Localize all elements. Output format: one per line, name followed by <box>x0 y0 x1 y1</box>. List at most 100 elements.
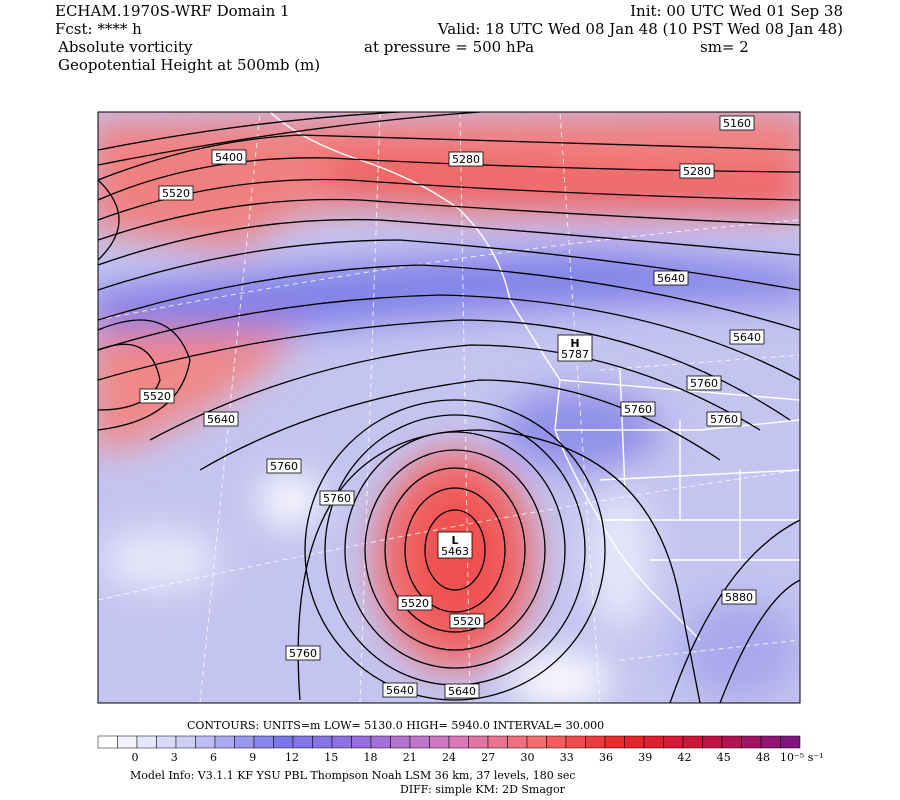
extremum-value: 5787 <box>561 348 589 361</box>
colorbar-swatch <box>234 735 255 749</box>
colorbar-swatch <box>429 735 450 749</box>
map-frame <box>97 111 801 704</box>
colorbar-swatch <box>351 735 372 749</box>
colorbar-swatch <box>487 735 508 749</box>
contour-info: CONTOURS: UNITS=m LOW= 5130.0 HIGH= 5940… <box>187 719 604 732</box>
contour-label-box <box>444 683 480 699</box>
contour-label-box <box>721 589 757 605</box>
contour-label: 5760 <box>323 492 351 505</box>
colorbar-label: 24 <box>442 751 456 764</box>
colorbar-swatch <box>175 735 196 749</box>
extremum-symbol: L <box>451 534 458 547</box>
title: ECHAM.1970S-WRF Domain 1 <box>55 2 290 20</box>
colorbar-swatch <box>273 735 294 749</box>
colorbar-swatch <box>448 735 469 749</box>
map <box>98 112 800 703</box>
contour-label: 5400 <box>215 151 243 164</box>
pressure: at pressure = 500 hPa <box>364 38 534 56</box>
colorbar-swatch <box>721 735 742 749</box>
contour-label-box <box>285 645 321 661</box>
contour-label: 5640 <box>448 685 476 698</box>
contour-label: 5760 <box>710 413 738 426</box>
contour-label-box <box>449 613 485 629</box>
colorbar-swatch <box>507 735 528 749</box>
contour-label-box <box>211 149 247 165</box>
extremum-symbol: H <box>570 337 579 350</box>
colorbar-label: 6 <box>210 751 217 764</box>
colorbar-swatch <box>409 735 430 749</box>
colorbar-label: 3 <box>171 751 178 764</box>
contour-label: 5880 <box>725 591 753 604</box>
colorbar-swatch <box>702 735 723 749</box>
colorbar-swatch <box>585 735 606 749</box>
contour-label-box <box>158 185 194 201</box>
contour-label-box <box>448 151 484 167</box>
contour-label-box <box>397 595 433 611</box>
colorbar-swatch <box>390 735 411 749</box>
colorbar-label: 30 <box>521 751 535 764</box>
contour-label-box <box>679 163 715 179</box>
colorbar-label: 39 <box>638 751 652 764</box>
init-time: Init: 00 UTC Wed 01 Sep 38 <box>630 2 843 20</box>
colorbar-swatch <box>292 735 313 749</box>
contour-label-box <box>706 411 742 427</box>
contour-label-box <box>686 375 722 391</box>
contour-label: 5520 <box>453 615 481 628</box>
colorbar-swatch <box>370 735 391 749</box>
colorbar-swatch <box>604 735 625 749</box>
contour-label: 5280 <box>452 153 480 166</box>
contour-label: 5520 <box>143 390 171 403</box>
smoothing: sm= 2 <box>700 38 749 56</box>
contour-label: 5520 <box>162 187 190 200</box>
colorbar-label: 12 <box>285 751 299 764</box>
colorbar-swatch <box>741 735 762 749</box>
colorbar-label: 15 <box>324 751 338 764</box>
colorbar-swatch <box>565 735 586 749</box>
contour-label: 5760 <box>624 403 652 416</box>
contour-label: 5640 <box>733 331 761 344</box>
field-name: Geopotential Height at 500mb (m) <box>58 56 320 74</box>
extremum-box <box>437 531 473 559</box>
contour-label-box <box>382 682 418 698</box>
colorbar-label: 18 <box>364 751 378 764</box>
colorbar-label: 27 <box>481 751 495 764</box>
contour-label-box <box>719 115 755 131</box>
contour-label: 5640 <box>386 684 414 697</box>
contour-label: 5760 <box>270 460 298 473</box>
diff-info: DIFF: simple KM: 2D Smagor <box>400 783 566 796</box>
contour-label: 5640 <box>657 272 685 285</box>
valid-time: Valid: 18 UTC Wed 08 Jan 48 (10 PST Wed … <box>437 20 843 38</box>
colorbar-units: 10⁻⁵ s⁻¹ <box>780 751 824 764</box>
contour-label: 5520 <box>401 597 429 610</box>
colorbar-label: 36 <box>599 751 613 764</box>
colorbar-swatch <box>780 735 801 749</box>
colorbar-swatch <box>663 735 684 749</box>
colorbar-swatch <box>526 735 547 749</box>
contour-label-box <box>319 490 355 506</box>
colorbar-swatch <box>546 735 567 749</box>
contour-label-box <box>203 411 239 427</box>
colorbar-swatch <box>136 735 157 749</box>
contour-label-box <box>653 270 689 286</box>
colorbar-label: 45 <box>717 751 731 764</box>
contour-label: 5640 <box>207 413 235 426</box>
colorbar-label: 42 <box>678 751 692 764</box>
colorbar-label: 9 <box>249 751 256 764</box>
colorbar-swatch <box>624 735 645 749</box>
extremum-value: 5463 <box>441 545 469 558</box>
colorbar-swatch <box>253 735 274 749</box>
contour-label: 5760 <box>289 647 317 660</box>
contour-label-box <box>266 458 302 474</box>
colorbar-swatch <box>117 735 138 749</box>
colorbar-swatch <box>195 735 216 749</box>
forecast: Fcst: **** h <box>55 20 142 38</box>
colorbar-swatch <box>156 735 177 749</box>
contour-label: 5160 <box>723 117 751 130</box>
field-name: Absolute vorticity <box>57 38 193 56</box>
colorbar-swatch <box>468 735 489 749</box>
contour-label: 5760 <box>690 377 718 390</box>
colorbar-label: 48 <box>756 751 770 764</box>
colorbar-swatch <box>312 735 333 749</box>
extremum-box <box>557 334 593 362</box>
contour-label-box <box>729 329 765 345</box>
